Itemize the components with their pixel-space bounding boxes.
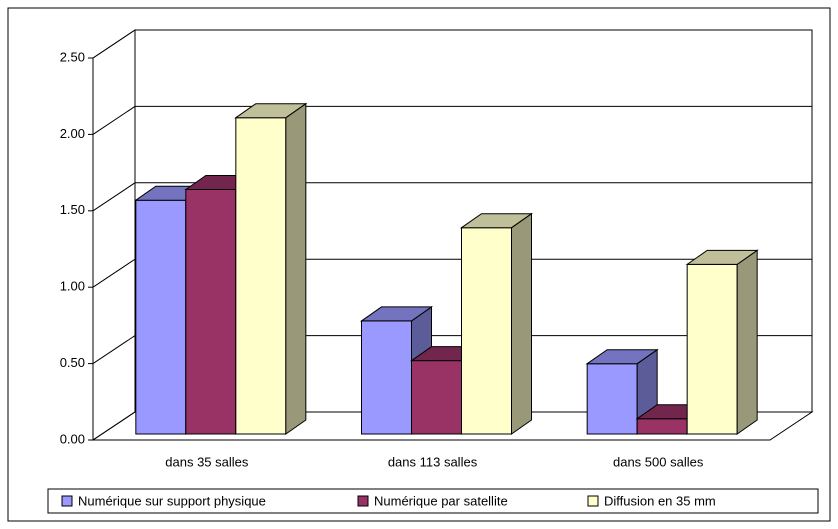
y-tick-label: 1.00	[60, 279, 85, 294]
bar-top	[359, 306, 434, 322]
x-tick-label: dans 35 salles	[165, 454, 249, 469]
bar	[234, 102, 308, 435]
bar-front	[185, 189, 237, 435]
grid-line	[92, 105, 812, 135]
bar-front	[461, 227, 512, 435]
bar-front	[135, 199, 187, 435]
bar	[685, 249, 759, 435]
legend-swatch	[587, 495, 599, 507]
bar	[459, 212, 534, 435]
y-tick-label: 1.50	[60, 202, 85, 217]
grid-line	[92, 411, 812, 441]
legend-label: Numérique sur support physique	[78, 493, 266, 508]
y-tick-label: 0.00	[60, 431, 85, 446]
bar-side	[511, 212, 532, 435]
side-wall	[92, 29, 136, 441]
bar-front	[361, 320, 412, 435]
legend-label: Diffusion en 35 mm	[604, 493, 716, 508]
x-tick-label: dans 500 salles	[613, 454, 704, 469]
grid-line	[92, 258, 812, 288]
bar-top	[459, 213, 534, 229]
bar-front	[686, 263, 738, 435]
y-tick-label: 2.50	[60, 49, 85, 64]
bar-front	[586, 363, 638, 435]
bar-top	[234, 103, 308, 119]
grid-line	[92, 29, 812, 59]
legend-swatch	[357, 495, 369, 507]
grid-line	[92, 182, 812, 212]
bar-front	[411, 360, 462, 435]
legend-label: Numérique par satellite	[374, 493, 508, 508]
x-tick-label: dans 113 salles	[388, 454, 478, 469]
bar-side	[736, 249, 758, 435]
bar-front	[636, 418, 688, 435]
bar-side	[285, 102, 307, 435]
grid-line	[92, 335, 812, 365]
bar-top	[685, 249, 759, 265]
y-tick-label: 0.50	[60, 355, 85, 370]
y-tick-label: 2.00	[60, 126, 85, 141]
bar-top	[585, 349, 659, 365]
legend-swatch	[61, 495, 73, 507]
bar-front	[235, 117, 287, 435]
legend-box	[47, 488, 819, 514]
